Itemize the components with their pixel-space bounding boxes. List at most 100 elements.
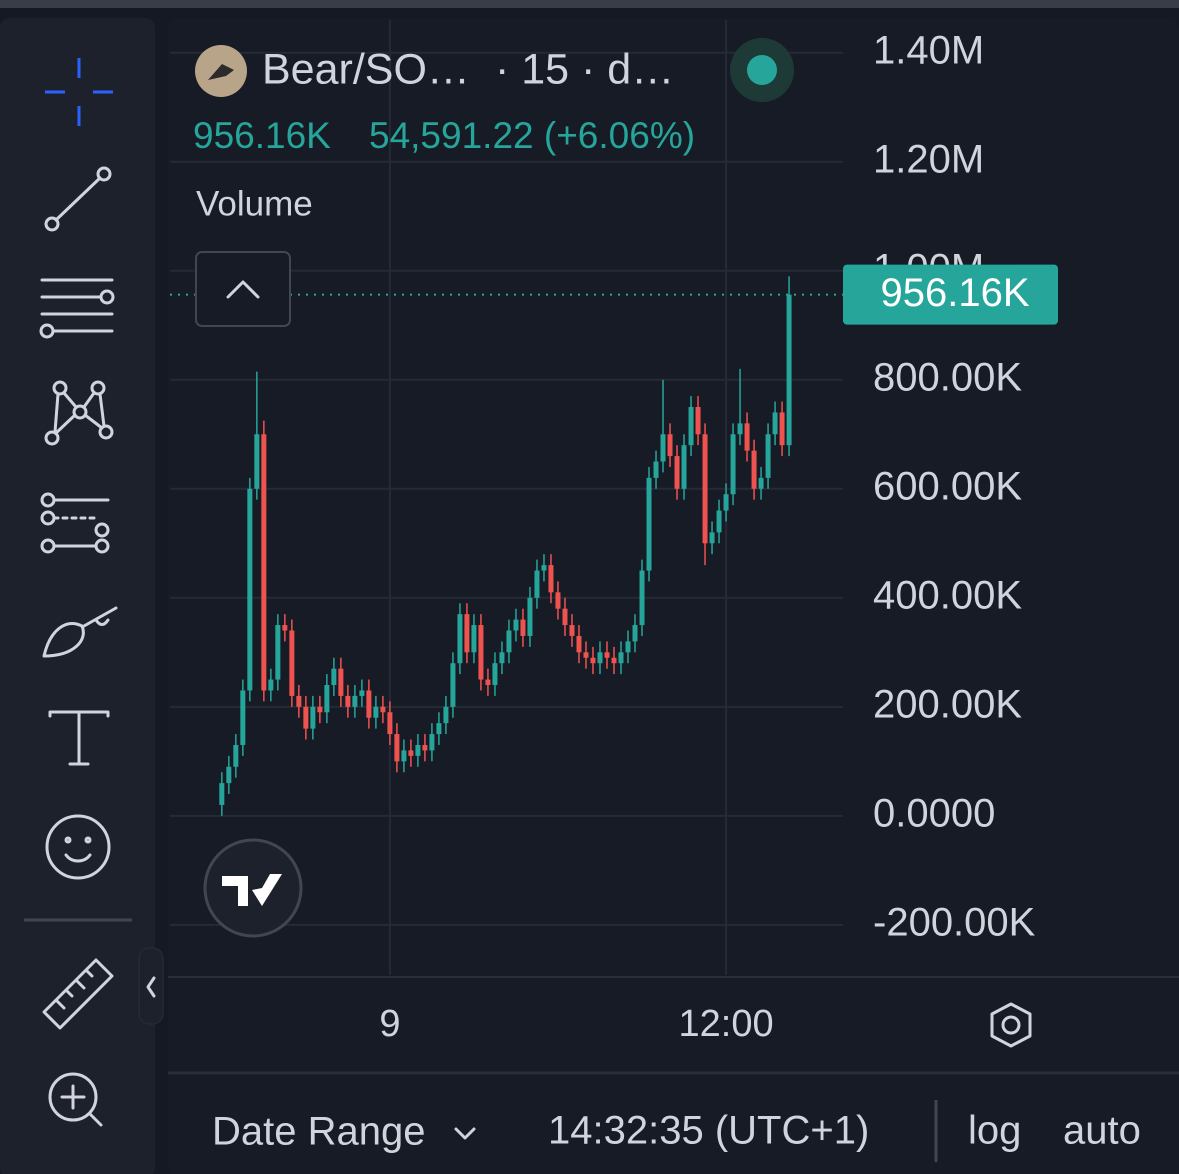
candle-body	[716, 510, 722, 533]
candle-body	[611, 657, 617, 664]
candle-body	[324, 685, 330, 713]
candle-body	[261, 434, 267, 691]
fib-tool[interactable]	[40, 492, 110, 554]
chart-panel	[168, 18, 1179, 1174]
candle-body	[275, 625, 281, 680]
text-tool[interactable]	[48, 710, 110, 766]
candle-body	[240, 690, 246, 745]
candle-body	[359, 690, 365, 696]
horizontal-lines-tool[interactable]	[39, 278, 115, 339]
symbol-icon-glyph	[208, 64, 234, 80]
candle-body	[387, 712, 393, 735]
ruler-tool[interactable]	[42, 958, 114, 1030]
candle-body	[415, 744, 421, 756]
candle-body	[709, 532, 715, 544]
candle-body	[408, 750, 414, 756]
collapse-legend-button[interactable]	[195, 251, 291, 327]
candle-body	[289, 630, 295, 696]
market-status	[747, 55, 777, 85]
candle-body	[268, 679, 274, 691]
candle-body	[702, 434, 708, 544]
symbol[interactable]: Bear/SO…	[262, 45, 470, 93]
candle-body	[695, 407, 701, 435]
candle-body	[478, 625, 484, 680]
candle-body	[401, 750, 407, 762]
candle-body	[583, 652, 589, 658]
candle-body	[338, 668, 344, 696]
candle-body	[569, 625, 575, 636]
candle-body	[541, 565, 547, 571]
settings-button[interactable]	[990, 1002, 1032, 1048]
candle-body	[380, 706, 386, 713]
candle-body	[317, 706, 323, 713]
candle-body	[744, 423, 750, 451]
y-tick-label: 1.40M	[873, 28, 984, 72]
date-range-chevron	[454, 1127, 476, 1140]
zoom-tool[interactable]	[48, 1072, 103, 1127]
candle-body	[576, 635, 582, 653]
candle-body	[562, 608, 568, 626]
tradingview-logo[interactable]	[203, 838, 303, 938]
price-change: 54,591.22 (+6.06%)	[369, 115, 695, 156]
last-price: 956.16K	[193, 115, 331, 156]
candle-body	[492, 663, 498, 686]
candle-body	[457, 614, 463, 664]
x-tick-label: 9	[379, 1003, 400, 1045]
last-price-label: 956.16K	[880, 271, 1029, 315]
candle-body	[471, 625, 477, 653]
candle-body	[345, 695, 351, 707]
candle-body	[555, 592, 561, 609]
candle-body	[548, 565, 554, 593]
candle-body	[366, 690, 372, 718]
candle-body	[758, 477, 764, 489]
y-tick-label: 400.00K	[873, 573, 1022, 617]
candle-body	[737, 423, 743, 435]
log-toggle[interactable]: log	[968, 1109, 1021, 1153]
candle-body	[625, 641, 631, 653]
candle-body	[786, 294, 792, 446]
candle-body	[674, 456, 680, 489]
candle-body	[331, 668, 337, 686]
candle-body	[751, 450, 757, 489]
auto-toggle[interactable]: auto	[1063, 1109, 1141, 1153]
interval[interactable]: · 15 · d…	[495, 45, 674, 93]
crosshair-tool[interactable]	[45, 58, 113, 126]
candle-body	[499, 652, 505, 664]
candle-body	[646, 477, 652, 571]
candle-body	[450, 663, 456, 707]
y-tick-label: 200.00K	[873, 682, 1022, 726]
candle-body	[233, 744, 239, 767]
last-price-badge	[843, 264, 1058, 325]
brush-tool[interactable]	[42, 606, 118, 658]
candle-body	[282, 625, 288, 631]
candle-body	[310, 706, 316, 729]
tradingview-logo-glyph	[222, 874, 282, 906]
candle-body	[352, 695, 358, 707]
trend-line-tool[interactable]	[44, 166, 112, 232]
candle-body	[590, 657, 596, 664]
candle-body	[373, 706, 379, 718]
candle-body	[688, 407, 694, 446]
candle-body	[730, 434, 736, 495]
x-tick-label: 12:00	[679, 1003, 774, 1045]
candle-body	[226, 766, 232, 784]
candle-body	[303, 706, 309, 729]
collapse-toolbar-button[interactable]	[138, 947, 164, 1025]
candle-body	[429, 734, 435, 751]
candle-body	[653, 461, 659, 478]
candle-body	[723, 494, 729, 511]
candle-body	[520, 619, 526, 636]
candle-body	[779, 412, 785, 446]
emoji-tool[interactable]	[45, 814, 111, 880]
pattern-tool[interactable]	[44, 380, 114, 446]
top-strip	[0, 0, 1179, 8]
clock[interactable]: 14:32:35 (UTC+1)	[548, 1109, 869, 1153]
y-tick-label: 800.00K	[873, 355, 1022, 399]
candle-body	[485, 679, 491, 686]
candle-body	[394, 734, 400, 762]
candle-body	[443, 706, 449, 724]
date-range-button[interactable]: Date Range	[212, 1110, 425, 1154]
candle-body	[254, 434, 260, 489]
y-tick-label: 1.20M	[873, 137, 984, 181]
candle-body	[618, 652, 624, 664]
